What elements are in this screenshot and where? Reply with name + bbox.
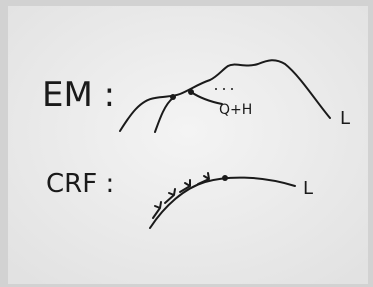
paper (8, 6, 368, 284)
em-end-label: L (340, 108, 350, 129)
em-point (170, 94, 176, 100)
photo: EM : Q+H L CRF : L (0, 0, 373, 287)
crf-point (222, 175, 228, 181)
em-annotation: Q+H (219, 102, 252, 118)
crf-label: CRF : (46, 169, 114, 199)
ellipsis-dot (215, 88, 217, 90)
crf-end-label: L (303, 178, 313, 199)
page: EM : Q+H L CRF : L (() => { const data =… (0, 0, 373, 287)
em-label: EM : (42, 75, 115, 115)
ellipsis-dot (231, 88, 233, 90)
ellipsis-dot (223, 88, 225, 90)
